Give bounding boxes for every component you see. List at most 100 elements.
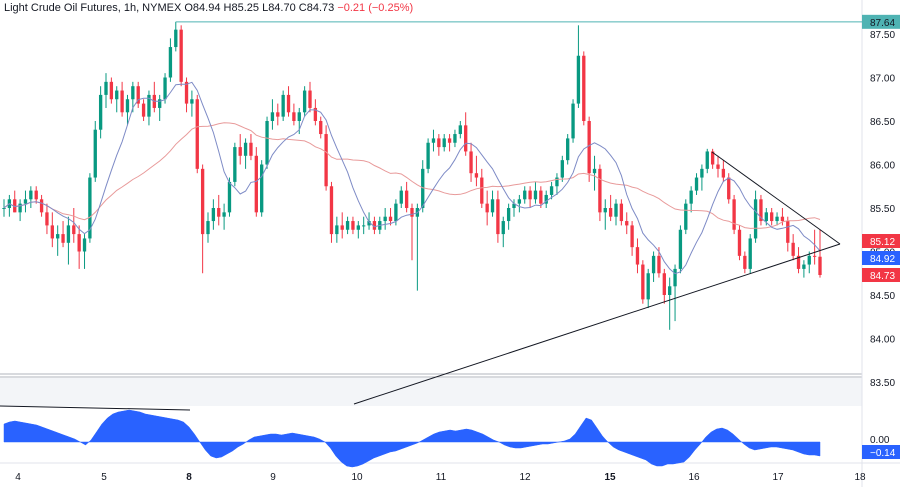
time-tick-label: 11 xyxy=(436,472,447,483)
candle xyxy=(72,208,76,243)
candle xyxy=(18,199,22,222)
candle xyxy=(437,134,441,156)
candle xyxy=(523,186,527,204)
candle xyxy=(200,164,205,274)
candle xyxy=(383,208,387,230)
open-value: 84.94 xyxy=(192,2,221,14)
candle xyxy=(222,203,226,230)
candle xyxy=(13,190,17,213)
candle xyxy=(362,216,366,235)
candle xyxy=(125,94,130,126)
candle xyxy=(29,186,33,208)
candle xyxy=(238,134,242,165)
high-value: 85.25 xyxy=(231,2,259,14)
candle xyxy=(61,221,65,248)
candle xyxy=(88,173,92,243)
candle xyxy=(7,194,12,217)
candle xyxy=(302,86,307,117)
candle xyxy=(528,186,532,208)
candle xyxy=(716,155,720,178)
candle xyxy=(458,121,462,139)
pane-gap xyxy=(0,378,862,406)
candle xyxy=(98,86,103,139)
candle xyxy=(732,194,736,235)
chart-header: Light Crude Oil Futures, 1h, NYMEX O84.9… xyxy=(4,2,413,14)
candle xyxy=(571,99,575,143)
candle xyxy=(399,186,403,208)
candle xyxy=(501,216,505,248)
candle xyxy=(265,116,269,169)
candle xyxy=(431,129,436,152)
candle xyxy=(753,190,758,243)
time-tick-label: 18 xyxy=(854,472,866,483)
candle xyxy=(464,112,468,156)
candle xyxy=(700,164,704,191)
candle xyxy=(802,260,806,278)
candle xyxy=(496,190,500,243)
candle xyxy=(190,90,194,117)
candle xyxy=(662,268,666,304)
candle xyxy=(469,142,473,182)
oscillator-tick-label: 0.00 xyxy=(870,435,890,446)
candle xyxy=(34,186,38,204)
high-label: H xyxy=(223,2,232,14)
candle xyxy=(447,134,452,152)
candle xyxy=(646,268,650,309)
candle xyxy=(292,103,296,126)
candle xyxy=(786,216,790,252)
time-tick-label: 16 xyxy=(688,472,700,483)
price-tick-label: 87.00 xyxy=(870,74,895,85)
candle xyxy=(587,116,591,182)
candle xyxy=(635,238,640,274)
price-badge: 84.92 xyxy=(862,251,900,265)
low-label: L xyxy=(262,2,269,14)
candle xyxy=(689,186,693,213)
candle xyxy=(329,181,334,243)
candle xyxy=(340,212,344,239)
time-axis: 4 5 8 9 10 11 12 15 16 17 18 xyxy=(15,472,866,483)
candle xyxy=(410,203,414,261)
candle xyxy=(313,99,318,126)
open-label: O xyxy=(184,2,193,14)
time-tick-label: 17 xyxy=(772,472,784,483)
candle xyxy=(109,77,114,104)
candle xyxy=(351,216,355,235)
candle xyxy=(791,234,795,261)
candle xyxy=(66,216,71,265)
candle xyxy=(356,221,360,239)
candle xyxy=(115,86,119,113)
candle xyxy=(174,21,178,52)
candle xyxy=(560,155,564,182)
candle xyxy=(152,81,156,113)
candle xyxy=(748,234,752,274)
candle xyxy=(485,190,489,226)
candle xyxy=(82,234,87,269)
candle xyxy=(807,251,811,274)
svg-text:−0.14: −0.14 xyxy=(870,448,896,459)
price-tick-label: 84.50 xyxy=(870,291,895,302)
candle xyxy=(388,208,393,226)
candle xyxy=(721,160,726,182)
candle xyxy=(442,134,446,152)
price-tick-label: 84.00 xyxy=(870,335,895,346)
candle xyxy=(281,90,285,121)
candle xyxy=(260,160,264,217)
price-tick-label: 86.50 xyxy=(870,117,895,128)
candle xyxy=(158,94,162,121)
candle xyxy=(539,186,543,208)
candle xyxy=(517,194,522,213)
time-tick-label: 10 xyxy=(351,472,363,483)
oscillator-badge: −0.14 xyxy=(862,445,900,459)
low-value: 84.70 xyxy=(268,2,296,14)
symbol-title: Light Crude Oil Futures, 1h, NYMEX xyxy=(4,2,182,14)
candle xyxy=(512,199,516,217)
candle xyxy=(147,90,151,126)
time-tick-label: 12 xyxy=(519,472,531,483)
candle xyxy=(249,134,253,161)
candle xyxy=(614,199,618,226)
candle xyxy=(308,81,312,113)
slow-moving-average-line xyxy=(3,122,821,229)
candle xyxy=(506,203,511,230)
